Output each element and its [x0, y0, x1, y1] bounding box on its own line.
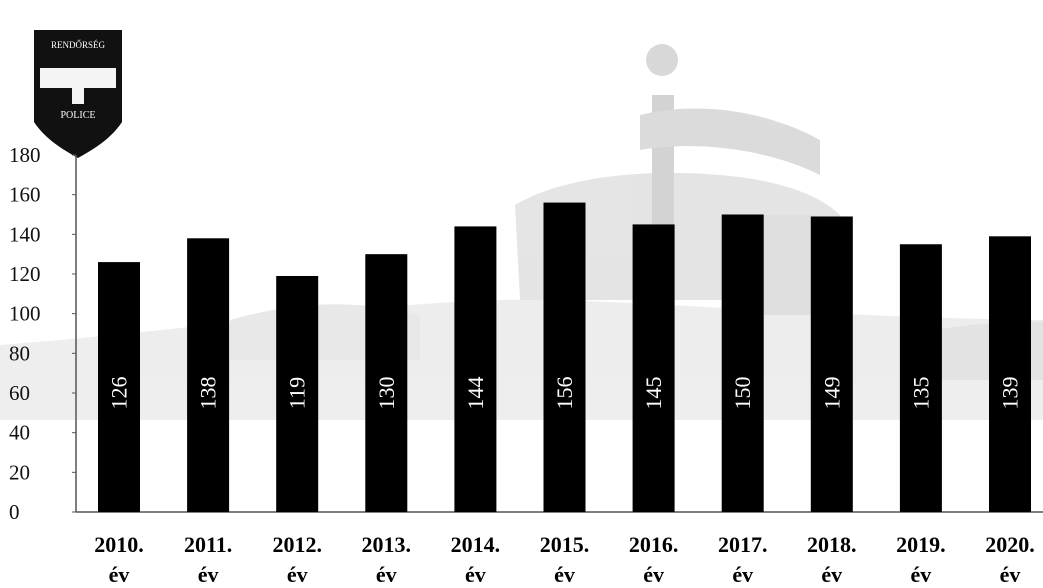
y-tick-label: 140	[9, 222, 41, 246]
bar-value-label: 156	[552, 377, 577, 410]
bar	[721, 214, 764, 512]
bar-value-label: 135	[908, 377, 933, 410]
bar	[810, 216, 853, 512]
x-category-label: 2020.	[985, 532, 1035, 557]
svg-text:RENDŐRSÉG: RENDŐRSÉG	[51, 40, 106, 50]
bar-value-label: 149	[819, 377, 844, 410]
y-tick-label: 40	[9, 421, 30, 445]
bar	[989, 236, 1031, 513]
bar-value-label: 138	[196, 377, 221, 410]
y-tick-label: 120	[9, 262, 41, 286]
bar	[543, 202, 586, 512]
y-tick-label: 20	[9, 460, 30, 484]
x-category-label: 2010.	[94, 532, 144, 557]
bar	[454, 226, 497, 512]
x-category-suffix: év	[376, 562, 397, 587]
x-category-label: 2016.	[629, 532, 679, 557]
y-tick-label: 0	[9, 500, 20, 524]
y-axis-ticks: 0 20 40 60 80 100 120 140 160 180	[9, 143, 76, 524]
x-category-label: 2012.	[272, 532, 322, 557]
x-category-suffix: év	[198, 562, 219, 587]
bar-value-label: 119	[285, 377, 310, 409]
y-tick-label: 80	[9, 341, 30, 365]
value-labels: 126 138 119 130 144 156 145 150 149 135 139	[107, 377, 1023, 410]
x-category-label: 2019.	[896, 532, 946, 557]
x-category-suffix: év	[911, 562, 932, 587]
x-axis-labels: 2010. év 2011. év 2012. év 2013. év 2014. év 2015.…	[94, 532, 1035, 587]
bar	[187, 238, 230, 513]
x-category-suffix: év	[465, 562, 486, 587]
x-category-label: 2015.	[540, 532, 590, 557]
svg-text:POLICE: POLICE	[61, 110, 96, 121]
background-building-image	[0, 44, 1043, 420]
bar-value-label: 130	[374, 377, 399, 410]
x-category-label: 2014.	[451, 532, 501, 557]
police-badge-logo: RENDŐRSÉG POLICE	[34, 30, 122, 158]
x-category-suffix: év	[732, 562, 753, 587]
bar	[98, 262, 140, 512]
x-category-label: 2013.	[362, 532, 412, 557]
bar-series	[98, 202, 1031, 513]
bar-value-label: 150	[730, 377, 755, 410]
x-category-label: 2018.	[807, 532, 857, 557]
x-category-suffix: év	[821, 562, 842, 587]
x-category-suffix: év	[554, 562, 575, 587]
bar	[365, 254, 408, 512]
bar	[632, 224, 675, 512]
y-tick-label: 100	[9, 302, 41, 326]
x-category-label: 2017.	[718, 532, 768, 557]
bar-value-label: 126	[107, 377, 132, 410]
bar-value-label: 144	[463, 377, 488, 410]
x-category-suffix: év	[1000, 562, 1021, 587]
x-category-suffix: év	[109, 562, 130, 587]
bar-value-label: 139	[998, 377, 1023, 410]
x-category-suffix: év	[287, 562, 308, 587]
y-tick-label: 160	[9, 183, 41, 207]
y-tick-label: 180	[9, 143, 41, 167]
bar	[899, 244, 942, 512]
x-category-suffix: év	[643, 562, 664, 587]
bar	[276, 275, 319, 512]
x-category-label: 2011.	[184, 532, 232, 557]
bar-value-label: 145	[641, 377, 666, 410]
y-tick-label: 60	[9, 381, 30, 405]
